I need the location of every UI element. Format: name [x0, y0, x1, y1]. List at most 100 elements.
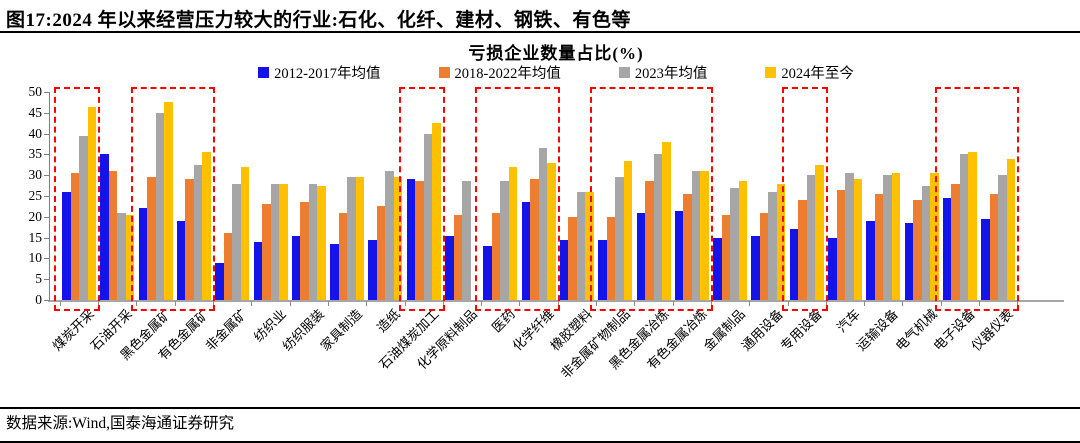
- y-axis-tick-label: 20: [28, 208, 43, 224]
- bar-仪器仪表-s2: [998, 175, 1007, 300]
- bar-金属制品-s0: [713, 237, 722, 300]
- bar-非金属矿-s0: [215, 262, 224, 300]
- bar-煤炭开采-s1: [70, 173, 79, 300]
- bar-黑色金属冶炼-s2: [653, 154, 662, 300]
- bar-黑色金属矿-s1: [147, 177, 156, 300]
- x-axis-line: [48, 300, 1064, 302]
- bar-汽车-s3: [853, 179, 862, 300]
- bar-非金属矿物制品-s0: [598, 239, 607, 300]
- bar-造纸-s2: [385, 171, 394, 300]
- bar-专用设备-s1: [798, 200, 807, 300]
- y-axis-tick: [44, 154, 50, 156]
- bar-医药-s0: [483, 245, 492, 300]
- highlight-box: [934, 87, 1020, 311]
- bar-石油煤炭加工-s2: [423, 133, 433, 300]
- bar-专用设备-s2: [806, 175, 816, 300]
- bar-黑色金属矿-s2: [155, 112, 165, 300]
- bar-电子设备-s0: [942, 198, 952, 300]
- bar-有色金属矿-s1: [185, 179, 194, 300]
- bar-运输设备-s3: [891, 173, 901, 300]
- bar-电气机械-s3: [930, 173, 939, 300]
- bar-非金属矿物制品-s1: [606, 216, 616, 300]
- bar-家具制造-s0: [330, 243, 339, 300]
- y-axis-tick-label: 45: [28, 104, 43, 120]
- bar-非金属矿物制品-s2: [615, 177, 624, 300]
- bar-有色金属冶炼-s3: [700, 171, 709, 300]
- bar-非金属矿物制品-s3: [623, 160, 633, 300]
- x-axis-tick: [174, 301, 176, 306]
- chart-legend: 2012-2017年均值 2018-2022年均值 2023年均值 2024年至今: [50, 62, 1062, 82]
- x-axis-tick: [519, 301, 521, 306]
- bar-黑色金属冶炼-s1: [645, 181, 654, 300]
- highlight-box: [54, 87, 100, 311]
- bar-有色金属冶炼-s2: [691, 171, 701, 300]
- bar-通用设备-s0: [751, 235, 760, 300]
- bar-电子设备-s3: [968, 152, 977, 300]
- y-axis-tick: [44, 279, 50, 281]
- bar-化学原料制品-s1: [453, 214, 462, 300]
- highlight-box: [475, 87, 560, 311]
- y-axis-tick-label: 50: [28, 84, 43, 99]
- bar-纺织服装-s0: [291, 235, 301, 300]
- bar-橡胶塑料-s1: [568, 216, 577, 300]
- x-axis-tick: [404, 301, 406, 306]
- bar-黑色金属冶炼-s3: [662, 141, 671, 300]
- x-axis-tick: [634, 301, 636, 306]
- y-axis-tick-label: 10: [28, 250, 43, 266]
- bar-纺织服装-s2: [308, 183, 318, 300]
- y-axis-tick: [44, 175, 50, 177]
- bar-仪器仪表-s0: [981, 218, 990, 300]
- figure-title: 图17:2024 年以来经营压力较大的行业:石化、化纤、建材、钢铁、有色等: [6, 10, 631, 31]
- title-divider: [0, 31, 1080, 33]
- y-axis-tick-label: 5: [35, 271, 42, 287]
- x-axis-tick: [366, 301, 368, 306]
- bar-造纸-s3: [393, 177, 403, 300]
- legend-item: 2024年至今: [765, 62, 854, 83]
- page-bottom-rule: [0, 441, 1080, 443]
- data-source-text: 数据来源:Wind,国泰海通证券研究: [6, 415, 234, 432]
- bar-纺织服装-s3: [317, 185, 326, 300]
- bar-黑色金属矿-s0: [138, 208, 148, 300]
- bar-非金属矿-s2: [232, 183, 241, 300]
- bar-非金属矿-s3: [240, 166, 250, 300]
- legend-item: 2012-2017年均值: [258, 62, 381, 83]
- bar-黑色金属冶炼-s0: [636, 212, 645, 300]
- bar-电气机械-s2: [921, 185, 931, 300]
- x-axis-tick: [864, 301, 866, 306]
- y-axis-tick: [44, 300, 50, 301]
- bar-运输设备-s1: [874, 193, 884, 300]
- highlight-box: [781, 87, 828, 311]
- x-axis-tick: [251, 301, 253, 306]
- bar-家具制造-s2: [347, 177, 356, 300]
- bar-石油开采-s3: [125, 214, 135, 300]
- bar-橡胶塑料-s0: [559, 239, 569, 300]
- bar-造纸-s1: [376, 206, 386, 300]
- bar-橡胶塑料-s2: [576, 191, 586, 300]
- bar-纺织业-s2: [270, 183, 279, 300]
- y-axis-tick-label: 35: [28, 146, 43, 162]
- bar-煤炭开采-s3: [87, 106, 96, 300]
- bar-汽车-s0: [828, 237, 837, 300]
- bar-通用设备-s2: [768, 191, 777, 300]
- highlight-box: [130, 87, 215, 311]
- legend-swatch-icon: [438, 66, 450, 78]
- x-axis-tick: [136, 301, 138, 306]
- legend-label: 2018-2022年均值: [454, 65, 561, 82]
- bar-化学原料制品-s0: [445, 235, 454, 300]
- y-axis-tick: [44, 92, 50, 93]
- bar-通用设备-s1: [759, 212, 769, 300]
- bar-通用设备-s3: [776, 183, 786, 300]
- bar-石油煤炭加工-s0: [406, 179, 416, 300]
- bar-金属制品-s3: [738, 181, 748, 300]
- x-axis-tick: [289, 301, 291, 306]
- y-axis-tick: [44, 112, 50, 114]
- bar-有色金属冶炼-s0: [674, 210, 684, 300]
- bar-化学纤维-s3: [547, 162, 556, 300]
- x-axis-tick: [596, 301, 597, 306]
- bar-电气机械-s0: [904, 223, 914, 300]
- x-axis-tick: [787, 301, 789, 306]
- bar-家具制造-s1: [338, 212, 348, 300]
- bar-化学原料制品-s2: [462, 181, 471, 300]
- y-axis-tick: [44, 216, 50, 218]
